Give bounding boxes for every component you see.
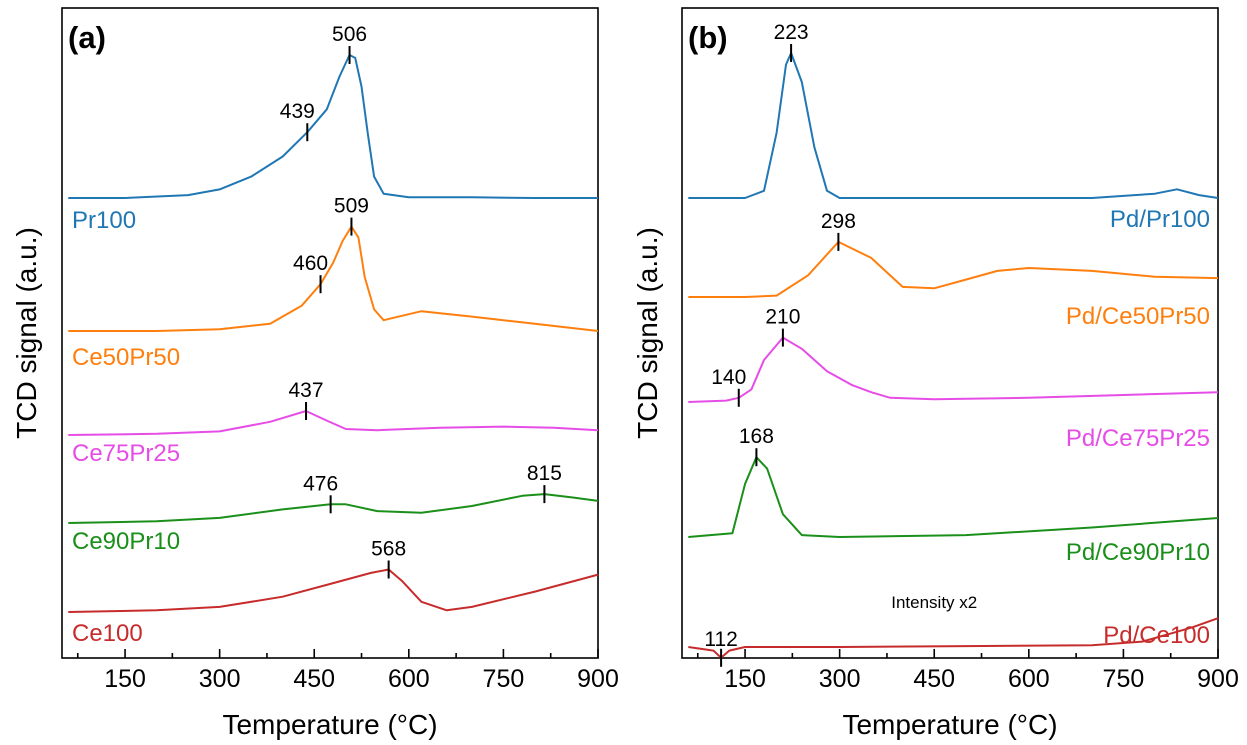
peak-label: 439 xyxy=(280,100,315,123)
plot-frame xyxy=(681,7,1219,659)
series-label: Pd/Ce100 xyxy=(1103,622,1210,649)
series-label: Pd/Pr100 xyxy=(1110,206,1210,233)
plot-frame xyxy=(61,7,599,659)
series-label: Ce90Pr10 xyxy=(72,528,180,555)
peak-label: 298 xyxy=(821,210,856,233)
series-line-pd-ce100 xyxy=(688,617,1219,659)
series-line-ce75pr25 xyxy=(68,410,599,436)
x-tick-label: 300 xyxy=(819,665,861,693)
x-tick-label: 600 xyxy=(1008,665,1050,693)
x-tick-label: 300 xyxy=(199,665,241,693)
intensity-annotation: Intensity x2 xyxy=(891,593,977,612)
peak-label: 476 xyxy=(303,472,338,495)
series-label: Pr100 xyxy=(72,207,136,234)
panel-b: 150 300 450 600 750 900 Temperature (°C) TCD si… xyxy=(632,7,1239,740)
y-axis-label: TCD signal (a.u.) xyxy=(11,227,42,439)
series-line-pd-ce90pr10 xyxy=(688,456,1219,538)
x-axis-label: Temperature (°C) xyxy=(842,709,1057,740)
x-tick-label: 900 xyxy=(577,665,619,693)
series-label: Ce75Pr25 xyxy=(72,440,180,467)
y-axis-label: TCD signal (a.u.) xyxy=(632,227,663,439)
series-label: Pd/Ce90Pr10 xyxy=(1066,539,1210,566)
series-line-pd-ce75pr25 xyxy=(688,336,1219,403)
x-tick-label: 450 xyxy=(293,665,335,693)
series-line-pr100 xyxy=(68,54,598,199)
x-axis-label: Temperature (°C) xyxy=(222,709,437,740)
series-label: Ce100 xyxy=(72,620,143,647)
peak-label: 437 xyxy=(289,379,324,402)
x-tick-label: 450 xyxy=(913,665,955,693)
series-label: Pd/Ce50Pr50 xyxy=(1066,303,1210,330)
peak-label: 140 xyxy=(711,366,746,389)
peak-label: 568 xyxy=(371,538,406,561)
x-tick-label: 750 xyxy=(483,665,525,693)
peak-label: 509 xyxy=(334,195,369,218)
peak-label: 460 xyxy=(293,252,328,275)
x-tick-label: 600 xyxy=(388,665,430,693)
peak-label: 168 xyxy=(739,425,774,448)
series-line-pd-ce50pr50 xyxy=(688,240,1219,298)
x-tick-label: 150 xyxy=(724,665,766,693)
series-label: Pd/Ce75Pr25 xyxy=(1066,425,1210,452)
series-line-ce90pr10 xyxy=(68,493,599,524)
series-line-pd-pr100 xyxy=(688,52,1219,199)
peak-label: 112 xyxy=(704,628,737,651)
peak-label: 815 xyxy=(527,462,562,485)
series-line-ce50pr50 xyxy=(68,225,599,332)
panel-a: 150 300 450 600 750 900 Temperature (°C) TCD si… xyxy=(11,7,619,740)
panel-label: (a) xyxy=(68,20,106,55)
x-tick-label: 150 xyxy=(104,665,146,693)
peak-label: 223 xyxy=(774,21,809,44)
series-line-ce100 xyxy=(68,568,599,613)
x-tick-label: 900 xyxy=(1197,665,1239,693)
peak-label: 506 xyxy=(332,23,367,46)
panel-label: (b) xyxy=(688,20,728,55)
peak-label: 210 xyxy=(765,306,800,329)
series-label: Ce50Pr50 xyxy=(72,344,180,371)
x-tick-label: 750 xyxy=(1103,665,1145,693)
